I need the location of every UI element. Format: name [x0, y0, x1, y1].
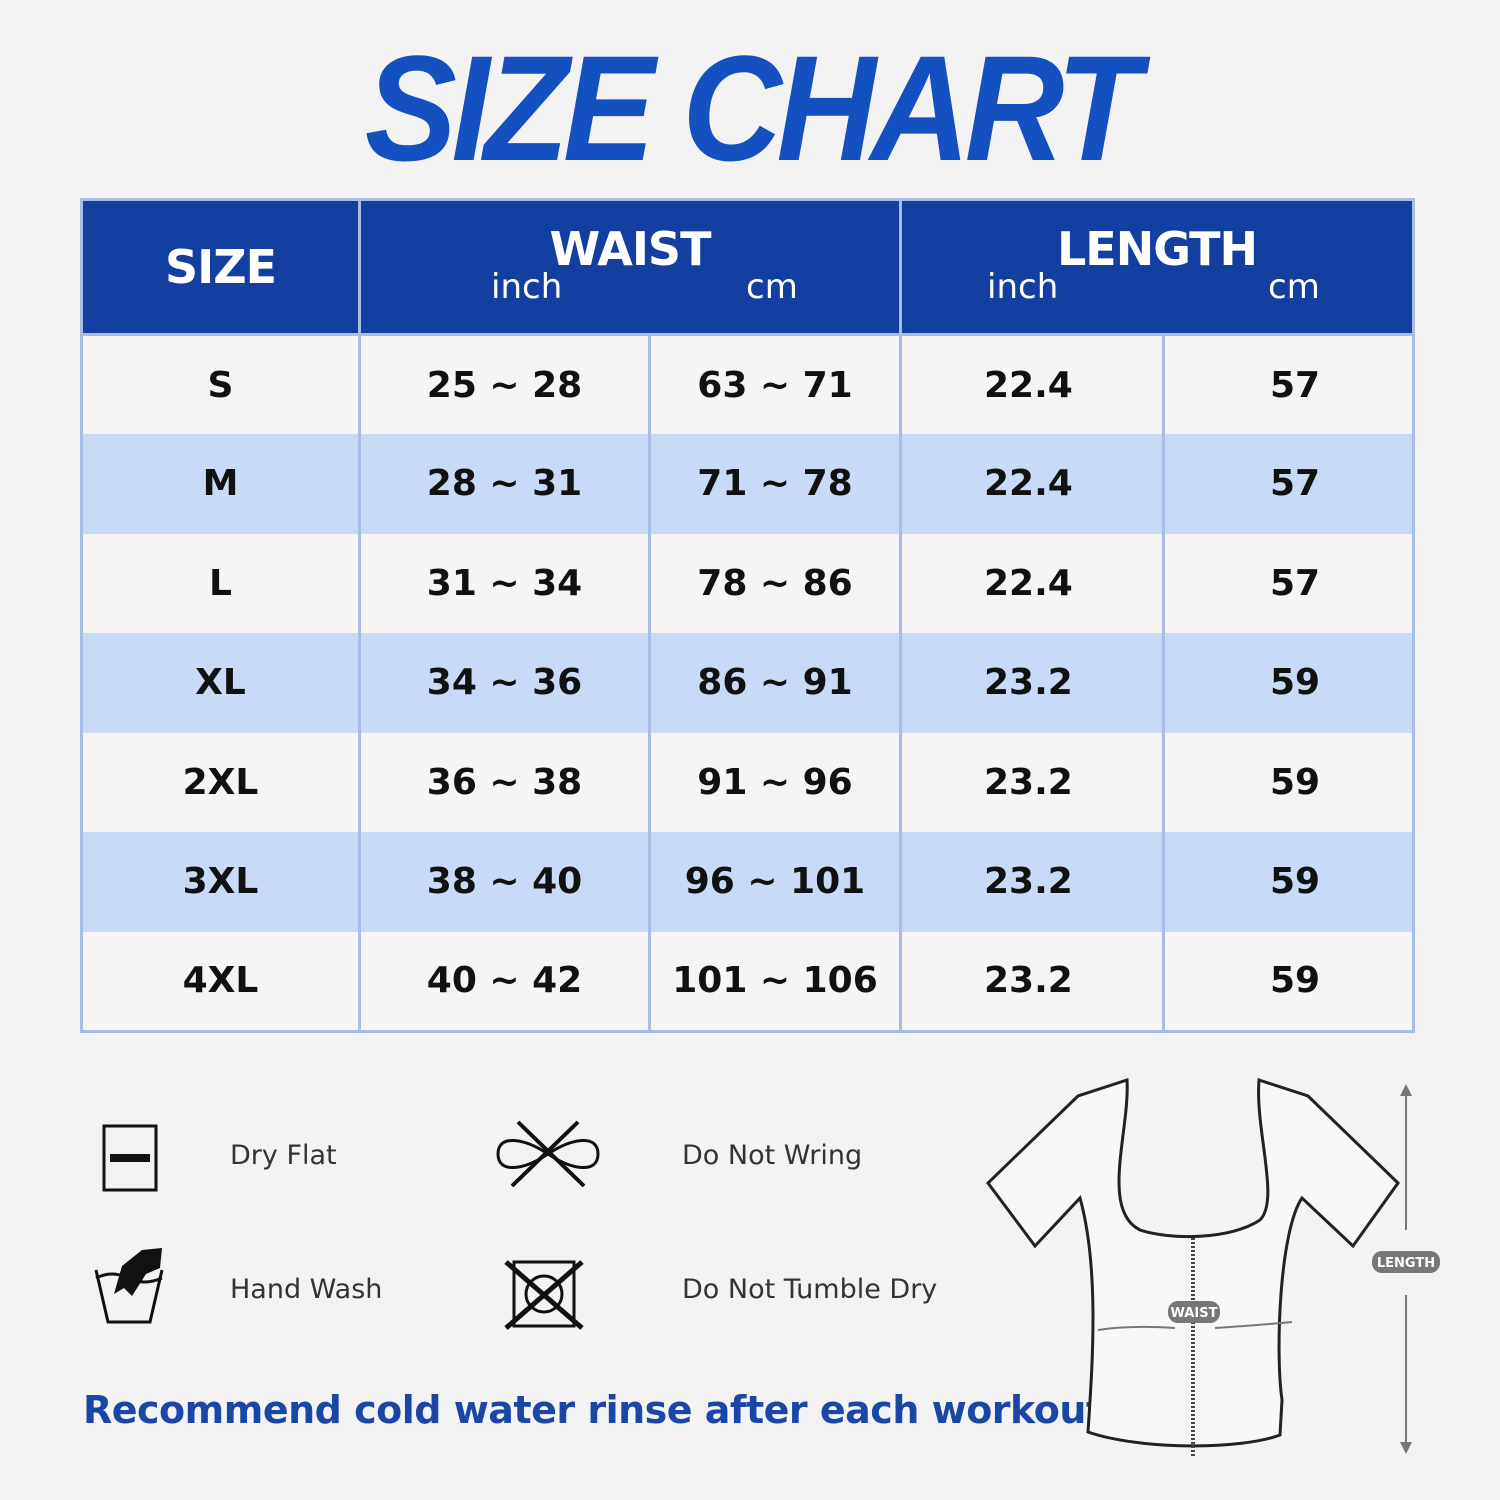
cell-waist-inch: 34 ~ 36 [358, 633, 651, 733]
cell-size: S [80, 334, 361, 434]
header-size: SIZE [80, 198, 361, 336]
cell-waist-cm: 86 ~ 91 [648, 633, 902, 733]
table-row: M 28 ~ 31 71 ~ 78 22.4 57 [80, 434, 1415, 534]
cell-length-inch: 23.2 [899, 931, 1165, 1033]
cell-waist-cm: 101 ~ 106 [648, 931, 902, 1033]
cell-length-inch: 23.2 [899, 832, 1165, 932]
header-length: LENGTH inch cm [899, 198, 1415, 336]
header-length-inch: inch [987, 267, 1059, 307]
care-label: Do Not Tumble Dry [682, 1274, 938, 1305]
care-label: Hand Wash [230, 1274, 383, 1305]
table-row: S 25 ~ 28 63 ~ 71 22.4 57 [80, 334, 1415, 434]
cell-length-cm: 59 [1162, 732, 1415, 832]
do-not-wring-icon [496, 1120, 600, 1188]
size-table: SIZE WAIST inch cm LENGTH inch cm S 25 ~ … [80, 198, 1415, 1033]
cell-length-cm: 59 [1162, 832, 1415, 932]
table-row: 3XL 38 ~ 40 96 ~ 101 23.2 59 [80, 832, 1415, 932]
cell-length-inch: 23.2 [899, 633, 1165, 733]
cell-size: XL [80, 633, 361, 733]
dry-flat-icon [102, 1124, 158, 1192]
cell-waist-cm: 78 ~ 86 [648, 533, 902, 633]
waist-label: WAIST [1171, 1306, 1218, 1321]
cell-length-cm: 57 [1162, 533, 1415, 633]
cell-waist-inch: 25 ~ 28 [358, 334, 651, 434]
cell-waist-inch: 31 ~ 34 [358, 533, 651, 633]
length-label: LENGTH [1377, 1256, 1435, 1271]
cell-waist-cm: 91 ~ 96 [648, 732, 902, 832]
cell-size: L [80, 533, 361, 633]
cell-waist-cm: 96 ~ 101 [648, 832, 902, 932]
header-length-cm: cm [1268, 267, 1320, 307]
cell-length-cm: 57 [1162, 434, 1415, 534]
care-label: Do Not Wring [682, 1140, 863, 1171]
table-row: 2XL 36 ~ 38 91 ~ 96 23.2 59 [80, 732, 1415, 832]
care-label: Dry Flat [230, 1140, 337, 1171]
cell-length-cm: 57 [1162, 334, 1415, 434]
cell-size: 3XL [80, 832, 361, 932]
cell-length-inch: 23.2 [899, 732, 1165, 832]
cell-length-inch: 22.4 [899, 334, 1165, 434]
table-row: L 31 ~ 34 78 ~ 86 22.4 57 [80, 533, 1415, 633]
cell-size: 4XL [80, 931, 361, 1033]
cell-length-cm: 59 [1162, 931, 1415, 1033]
cell-waist-inch: 36 ~ 38 [358, 732, 651, 832]
cell-length-inch: 22.4 [899, 533, 1165, 633]
do-not-tumble-dry-icon [504, 1260, 584, 1330]
hand-wash-icon [94, 1248, 164, 1324]
cell-waist-inch: 40 ~ 42 [358, 931, 651, 1033]
cell-waist-cm: 71 ~ 78 [648, 434, 902, 534]
header-waist-inch: inch [491, 267, 563, 307]
garment-diagram: WAIST LENGTH [986, 1077, 1440, 1458]
care-note: Recommend cold water rinse after each wo… [83, 1388, 1118, 1432]
cell-length-cm: 59 [1162, 633, 1415, 733]
cell-waist-inch: 28 ~ 31 [358, 434, 651, 534]
table-row: XL 34 ~ 36 86 ~ 91 23.2 59 [80, 633, 1415, 733]
cell-waist-inch: 38 ~ 40 [358, 832, 651, 932]
cell-size: M [80, 434, 361, 534]
table-header: SIZE WAIST inch cm LENGTH inch cm [80, 198, 1415, 336]
header-waist: WAIST inch cm [358, 198, 902, 336]
header-waist-cm: cm [746, 267, 798, 307]
cell-length-inch: 22.4 [899, 434, 1165, 534]
page-title: SIZE CHART [364, 24, 1141, 192]
table-row: 4XL 40 ~ 42 101 ~ 106 23.2 59 [80, 931, 1415, 1033]
cell-size: 2XL [80, 732, 361, 832]
cell-waist-cm: 63 ~ 71 [648, 334, 902, 434]
